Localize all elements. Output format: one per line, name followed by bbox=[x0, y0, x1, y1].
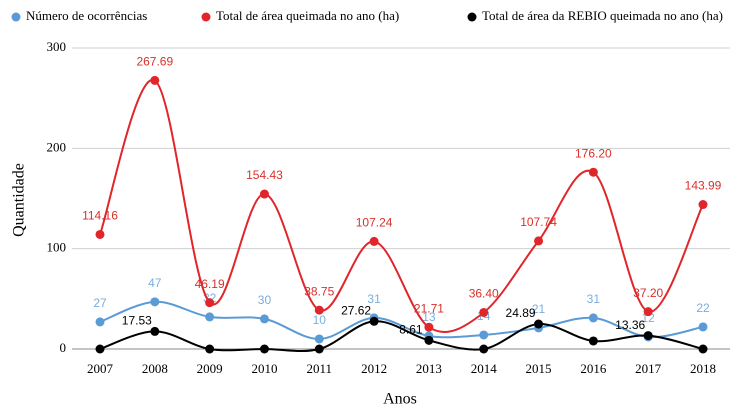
data-label: 154.43 bbox=[246, 168, 283, 182]
legend-label: Total de área queimada no ano (ha) bbox=[216, 8, 399, 23]
x-tick-label: 2017 bbox=[635, 361, 662, 376]
data-label: 37.20 bbox=[633, 286, 663, 300]
data-label: 36.40 bbox=[469, 287, 499, 301]
data-label: 30 bbox=[258, 293, 272, 307]
legend-label: Número de ocorrências bbox=[26, 8, 147, 23]
data-point bbox=[534, 236, 544, 246]
x-tick-label: 2018 bbox=[690, 361, 716, 376]
series-line bbox=[99, 79, 704, 333]
data-label: 114.16 bbox=[82, 209, 118, 223]
data-point bbox=[369, 316, 379, 326]
data-point bbox=[588, 336, 598, 346]
data-label: 27 bbox=[93, 296, 107, 310]
data-label: 107.74 bbox=[520, 215, 557, 229]
data-point bbox=[424, 335, 434, 345]
data-point bbox=[259, 344, 269, 354]
data-label: 21 bbox=[532, 302, 546, 316]
data-label: 17.53 bbox=[122, 314, 152, 328]
data-point bbox=[314, 344, 324, 354]
data-point bbox=[479, 330, 489, 340]
data-label: 47 bbox=[148, 276, 162, 290]
data-label: 10 bbox=[313, 313, 327, 327]
x-axis-title: Anos bbox=[383, 391, 417, 408]
legend-marker bbox=[11, 12, 21, 22]
data-label: 31 bbox=[367, 292, 381, 306]
data-point bbox=[150, 75, 160, 85]
x-tick-label: 2007 bbox=[87, 361, 114, 376]
data-point bbox=[588, 313, 598, 323]
series-line bbox=[99, 300, 704, 340]
x-tick-label: 2015 bbox=[526, 361, 552, 376]
data-point bbox=[314, 305, 324, 315]
x-tick-label: 2016 bbox=[580, 361, 607, 376]
data-label: 8.61 bbox=[399, 323, 423, 337]
data-point bbox=[259, 189, 269, 199]
data-label: 24.89 bbox=[506, 306, 536, 320]
y-tick-label: 200 bbox=[47, 139, 67, 154]
data-point bbox=[95, 229, 105, 239]
legend-label: Total de área da REBIO queimada no ano (… bbox=[482, 8, 723, 23]
x-tick-label: 2011 bbox=[307, 361, 333, 376]
data-label: 13 bbox=[422, 310, 436, 324]
data-point bbox=[479, 307, 489, 317]
data-label: 38.75 bbox=[304, 284, 334, 298]
x-tick-label: 2013 bbox=[416, 361, 442, 376]
data-point bbox=[698, 200, 708, 210]
legend-marker bbox=[467, 12, 477, 22]
data-point bbox=[205, 312, 215, 322]
data-point bbox=[150, 297, 160, 307]
legend-marker bbox=[201, 12, 211, 22]
data-point bbox=[643, 307, 653, 317]
x-tick-label: 2008 bbox=[142, 361, 168, 376]
data-point bbox=[150, 326, 160, 336]
x-tick-label: 2009 bbox=[197, 361, 223, 376]
data-point bbox=[479, 344, 489, 354]
data-point bbox=[205, 344, 215, 354]
data-label: 267.69 bbox=[136, 55, 173, 69]
data-point bbox=[369, 236, 379, 246]
x-tick-label: 2012 bbox=[361, 361, 387, 376]
data-point bbox=[534, 319, 544, 329]
data-label: 27.62 bbox=[341, 303, 371, 317]
data-label: 31 bbox=[587, 292, 601, 306]
data-point bbox=[205, 298, 215, 308]
data-point bbox=[95, 317, 105, 327]
y-tick-label: 100 bbox=[47, 240, 67, 255]
data-label: 13.36 bbox=[615, 318, 645, 332]
data-label: 107.24 bbox=[356, 216, 393, 230]
data-point bbox=[259, 314, 269, 324]
data-label: 21.71 bbox=[414, 301, 444, 315]
x-tick-label: 2010 bbox=[251, 361, 277, 376]
y-tick-label: 300 bbox=[47, 39, 67, 54]
data-label: 143.99 bbox=[685, 179, 722, 193]
data-point bbox=[698, 344, 708, 354]
data-label: 176.20 bbox=[575, 146, 612, 160]
data-point bbox=[643, 331, 653, 341]
data-point bbox=[424, 322, 434, 332]
y-tick-label: 0 bbox=[60, 340, 67, 355]
data-label: 46.19 bbox=[195, 277, 225, 291]
data-point bbox=[588, 167, 598, 177]
y-axis-title: Quantidade bbox=[11, 163, 28, 237]
data-label: 22 bbox=[696, 301, 710, 315]
data-point bbox=[314, 334, 324, 344]
data-point bbox=[698, 322, 708, 332]
data-point bbox=[95, 344, 105, 354]
x-tick-label: 2014 bbox=[471, 361, 498, 376]
